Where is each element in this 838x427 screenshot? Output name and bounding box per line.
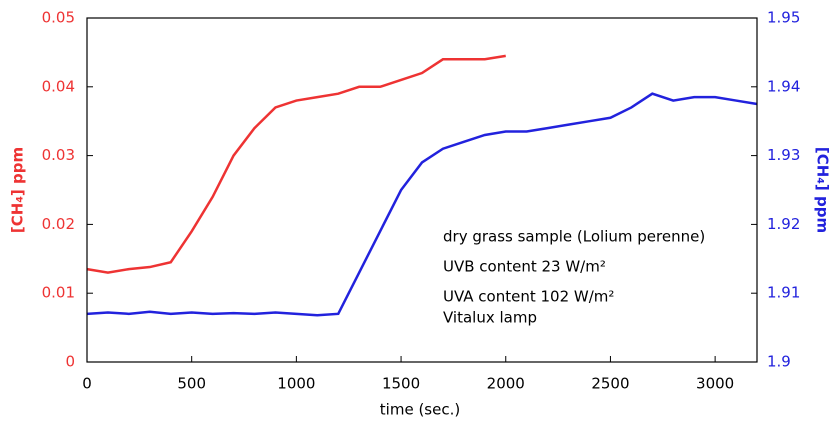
y-tick-label: 0.03 [42,146,75,164]
y-tick-label: 0.02 [42,215,75,233]
annotation: UVB content 23 W/m² [443,258,606,276]
y2-tick-label: 1.94 [767,77,800,95]
y-tick-label: 0 [65,353,75,371]
y2-tick-label: 1.91 [767,284,800,302]
annotation: dry grass sample (Lolium perenne) [443,228,705,246]
series-line [86,92,758,317]
x-tick-label: 2000 [487,375,525,393]
series-line [86,54,506,274]
x-tick-label: 500 [177,375,206,393]
y2-axis-label: [CH₄] ppm [814,147,832,233]
y-tick-label: 0.04 [42,77,75,95]
x-axis-label: time (sec.) [380,401,460,419]
annotation: Vitalux lamp [443,309,537,327]
x-tick-label: 1500 [382,375,420,393]
x-tick-label: 1000 [277,375,315,393]
plot-frame [86,17,758,363]
annotation: UVA content 102 W/m² [443,288,614,306]
y-tick-label: 0.01 [42,284,75,302]
x-tick-label: 3000 [696,375,734,393]
x-tick-label: 2500 [591,375,629,393]
y-axis-label: [CH₄] ppm [9,147,27,233]
y2-tick-label: 1.92 [767,215,800,233]
y-tick-label: 0.05 [42,9,75,27]
x-tick-label: 0 [82,375,92,393]
y2-tick-label: 1.9 [767,353,791,371]
y2-tick-label: 1.95 [767,9,800,27]
y2-tick-label: 1.93 [767,146,800,164]
